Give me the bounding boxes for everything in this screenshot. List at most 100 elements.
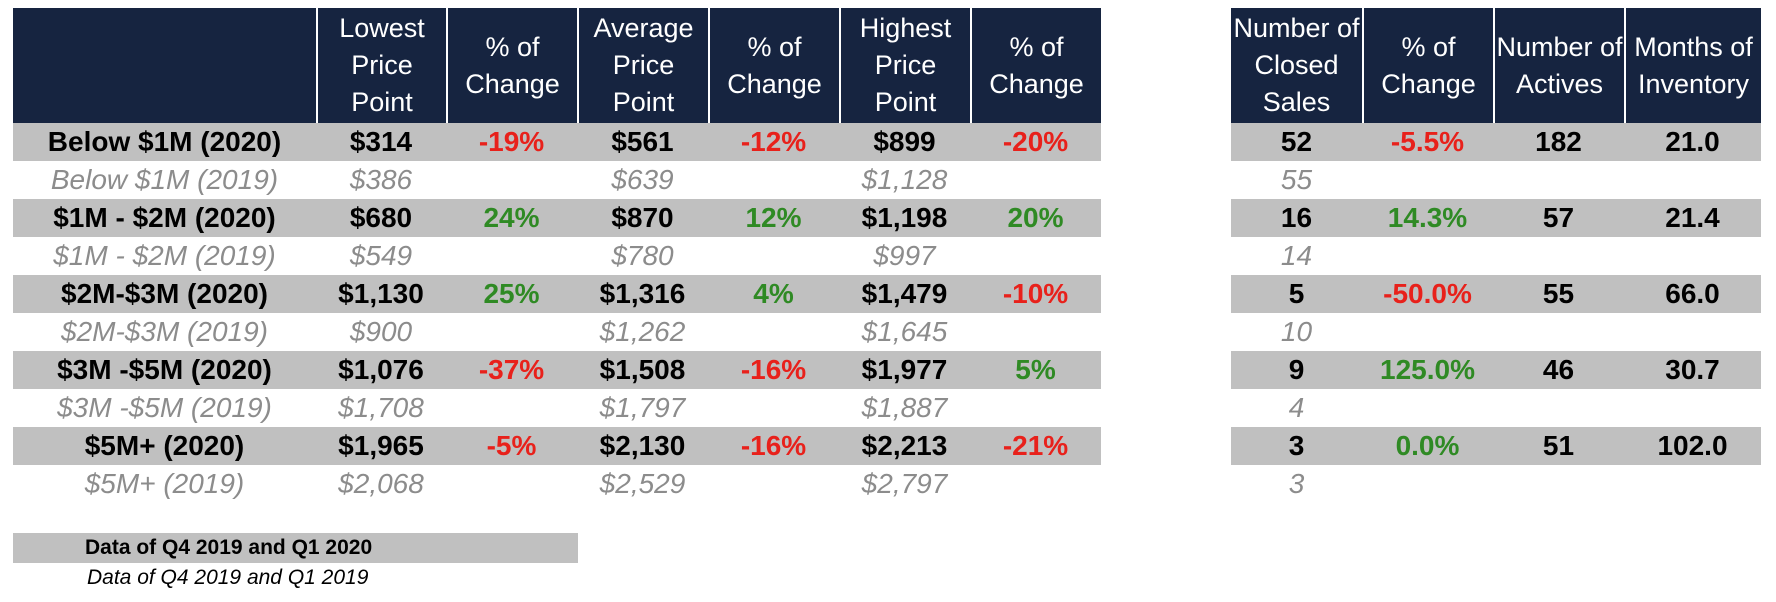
closed-pct-change [1362,313,1493,351]
average-price: $2,130 [577,427,708,465]
segment-label: $2M-$3M (2019) [13,313,316,351]
closed-pct-change [1362,237,1493,275]
closed-pct-change: 14.3% [1362,199,1493,237]
lowest-price: $1,708 [316,389,446,427]
closed-sales: 52 [1231,123,1362,161]
highest-pct-change: -21% [970,427,1101,465]
actives: 182 [1493,123,1624,161]
lowest-price: $900 [316,313,446,351]
header-highest-pct-change: % of Change [970,8,1101,123]
closed-sales: 5 [1231,275,1362,313]
average-pct-change: 4% [708,275,839,313]
table-row: Below $1M (2020) $314 -19% $561 -12% $89… [13,123,1101,161]
months-inventory [1624,313,1761,351]
table-row: 4 [1231,389,1761,427]
highest-pct-change: -10% [970,275,1101,313]
lowest-price: $386 [316,161,446,199]
segment-label: Below $1M (2020) [13,123,316,161]
segment-label: $1M - $2M (2020) [13,199,316,237]
lowest-pct-change [446,313,577,351]
table-row: 52 -5.5% 182 21.0 [1231,123,1761,161]
lowest-price: $680 [316,199,446,237]
lowest-pct-change [446,389,577,427]
closed-pct-change: -50.0% [1362,275,1493,313]
segment-label: $2M-$3M (2020) [13,275,316,313]
header-average-price-point: Average Price Point [577,8,708,123]
average-pct-change: -16% [708,427,839,465]
header-highest-price-point: Highest Price Point [839,8,970,123]
closed-sales: 14 [1231,237,1362,275]
table-row: 5 -50.0% 55 66.0 [1231,275,1761,313]
highest-price: $1,479 [839,275,970,313]
table-row: 3 [1231,465,1761,503]
lowest-price: $549 [316,237,446,275]
highest-price: $2,213 [839,427,970,465]
highest-price: $1,645 [839,313,970,351]
months-inventory: 30.7 [1624,351,1761,389]
months-inventory [1624,465,1761,503]
actives: 46 [1493,351,1624,389]
highest-price: $1,977 [839,351,970,389]
price-table-header-row: Lowest Price Point % of Change Average P… [13,8,1101,123]
months-inventory: 21.4 [1624,199,1761,237]
average-pct-change [708,313,839,351]
highest-pct-change: -20% [970,123,1101,161]
table-row: Below $1M (2019) $386 $639 $1,128 [13,161,1101,199]
lowest-price: $314 [316,123,446,161]
table-row: $5M+ (2020) $1,965 -5% $2,130 -16% $2,21… [13,427,1101,465]
highest-pct-change: 5% [970,351,1101,389]
segment-label: Below $1M (2019) [13,161,316,199]
months-inventory [1624,161,1761,199]
closed-pct-change [1362,389,1493,427]
table-row: 16 14.3% 57 21.4 [1231,199,1761,237]
months-inventory: 21.0 [1624,123,1761,161]
months-inventory [1624,237,1761,275]
highest-pct-change [970,237,1101,275]
table-row: $5M+ (2019) $2,068 $2,529 $2,797 [13,465,1101,503]
closed-sales: 10 [1231,313,1362,351]
average-pct-change: -12% [708,123,839,161]
lowest-price: $2,068 [316,465,446,503]
header-closed-sales: Number of Closed Sales [1231,8,1362,123]
months-inventory: 102.0 [1624,427,1761,465]
highest-price: $1,887 [839,389,970,427]
segment-label: $5M+ (2020) [13,427,316,465]
closed-sales: 55 [1231,161,1362,199]
highest-price: $2,797 [839,465,970,503]
header-actives: Number of Actives [1493,8,1624,123]
actives [1493,465,1624,503]
table-row: 55 [1231,161,1761,199]
header-lowest-pct-change: % of Change [446,8,577,123]
lowest-pct-change: -19% [446,123,577,161]
average-price: $1,316 [577,275,708,313]
average-price: $780 [577,237,708,275]
average-price: $1,797 [577,389,708,427]
table-row: 3 0.0% 51 102.0 [1231,427,1761,465]
closed-sales: 16 [1231,199,1362,237]
highest-pct-change: 20% [970,199,1101,237]
closed-sales: 3 [1231,465,1362,503]
table-row: 9 125.0% 46 30.7 [1231,351,1761,389]
segment-label: $3M -$5M (2019) [13,389,316,427]
table-row: $2M-$3M (2020) $1,130 25% $1,316 4% $1,4… [13,275,1101,313]
highest-price: $1,198 [839,199,970,237]
actives [1493,389,1624,427]
highest-pct-change [970,161,1101,199]
highest-price: $1,128 [839,161,970,199]
actives: 57 [1493,199,1624,237]
actives: 51 [1493,427,1624,465]
average-pct-change: 12% [708,199,839,237]
table-row: $2M-$3M (2019) $900 $1,262 $1,645 [13,313,1101,351]
actives [1493,161,1624,199]
average-price: $870 [577,199,708,237]
header-months-inventory: Months of Inventory [1624,8,1761,123]
average-pct-change: -16% [708,351,839,389]
sales-table-header-row: Number of Closed Sales % of Change Numbe… [1231,8,1761,123]
header-average-pct-change: % of Change [708,8,839,123]
average-price: $1,262 [577,313,708,351]
average-pct-change [708,389,839,427]
table-row: $3M -$5M (2020) $1,076 -37% $1,508 -16% … [13,351,1101,389]
legend-prior-period: Data of Q4 2019 and Q1 2019 [87,566,369,589]
table-row: 10 [1231,313,1761,351]
lowest-pct-change: 25% [446,275,577,313]
